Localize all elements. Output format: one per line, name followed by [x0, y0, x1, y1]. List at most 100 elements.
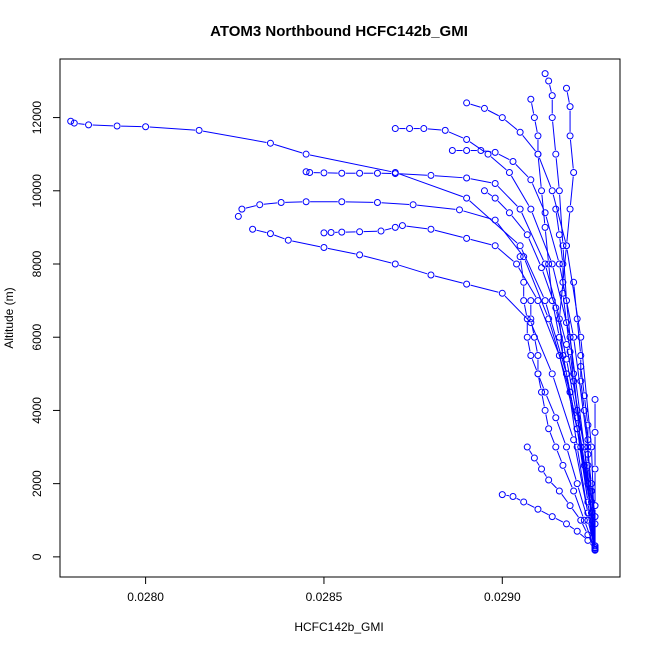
data-point — [527, 319, 535, 327]
series-segment — [582, 523, 587, 532]
data-point — [534, 352, 542, 360]
series-segment — [470, 238, 492, 246]
plot-frame — [59, 58, 621, 578]
data-point — [455, 206, 463, 214]
data-point — [238, 205, 246, 213]
data-point — [587, 498, 595, 506]
data-point — [562, 443, 570, 451]
series-segment — [542, 271, 555, 305]
data-point — [555, 352, 563, 360]
series-segment — [585, 523, 595, 546]
data-point — [555, 487, 563, 495]
series-segment — [497, 200, 507, 211]
series-segment — [545, 267, 566, 341]
data-point — [566, 388, 574, 396]
series-segment — [528, 238, 541, 265]
data-point — [373, 169, 381, 177]
data-point — [463, 194, 471, 202]
series-segment — [521, 249, 544, 298]
series-segment — [556, 450, 562, 462]
series-segment — [556, 311, 567, 356]
series-segment — [523, 304, 527, 316]
data-point — [373, 199, 381, 207]
series-segment — [516, 497, 521, 501]
series-segment — [434, 229, 463, 238]
data-point — [391, 170, 399, 178]
data-point — [555, 315, 563, 323]
data-point — [338, 198, 346, 206]
data-point — [516, 242, 524, 250]
data-point — [491, 216, 499, 224]
data-point — [562, 84, 570, 92]
y-tick-label: 12000 — [30, 101, 44, 135]
data-point — [570, 370, 578, 378]
series-segment — [544, 231, 549, 261]
x-tick-label: 0.0285 — [306, 590, 343, 604]
data-point — [584, 450, 592, 458]
data-point — [545, 476, 553, 484]
data-point — [391, 223, 399, 231]
data-point — [463, 136, 471, 144]
series-segment — [552, 304, 560, 334]
series-segment — [551, 482, 557, 489]
series-segment — [587, 487, 596, 544]
data-point — [545, 77, 553, 85]
data-point — [320, 244, 328, 252]
data-point — [491, 148, 499, 156]
data-point — [580, 443, 588, 451]
series-segment — [534, 341, 538, 352]
data-series — [552, 205, 599, 554]
series-segment — [556, 421, 566, 444]
series-segment — [577, 432, 585, 462]
data-point — [195, 126, 203, 134]
series-segment — [522, 135, 536, 152]
series-segment — [448, 131, 464, 139]
data-point — [548, 92, 556, 100]
data-point — [338, 169, 346, 177]
data-point — [545, 315, 553, 323]
data-series — [516, 253, 599, 554]
data-point — [562, 319, 570, 327]
series-segment — [274, 143, 303, 154]
data-point — [480, 187, 488, 195]
series-segment — [245, 205, 256, 209]
series-segment — [562, 297, 567, 319]
series-segment — [487, 109, 499, 117]
data-point — [562, 355, 570, 363]
data-series-layer — [67, 70, 599, 554]
data-point — [570, 168, 578, 176]
series-segment — [559, 359, 577, 425]
data-point — [527, 95, 535, 103]
data-point — [570, 487, 578, 495]
data-point — [509, 492, 517, 500]
data-series — [234, 198, 599, 554]
data-point — [527, 205, 535, 213]
series-segment — [570, 341, 585, 444]
series-segment — [574, 494, 584, 517]
series-segment — [573, 286, 578, 315]
data-point — [584, 421, 592, 429]
data-point — [306, 168, 314, 176]
data-point — [505, 168, 513, 176]
data-point — [70, 119, 78, 127]
series-segment — [541, 395, 545, 407]
data-point — [591, 542, 599, 550]
series-segment — [584, 414, 588, 436]
data-point — [545, 260, 553, 268]
x-axis-label: HCFC142b_GMI — [294, 620, 383, 634]
series-segment — [527, 341, 531, 352]
series-segment — [562, 249, 567, 279]
data-point — [527, 176, 535, 184]
data-point — [552, 443, 560, 451]
data-point — [591, 546, 599, 554]
data-point — [277, 199, 285, 207]
series-segment — [538, 157, 552, 188]
series-segment — [384, 227, 392, 231]
data-point — [573, 315, 581, 323]
series-segment — [577, 421, 588, 480]
data-point — [534, 370, 542, 378]
series-segment — [434, 275, 463, 284]
series-segment — [579, 533, 586, 539]
data-point — [113, 122, 121, 130]
data-point — [552, 414, 560, 422]
